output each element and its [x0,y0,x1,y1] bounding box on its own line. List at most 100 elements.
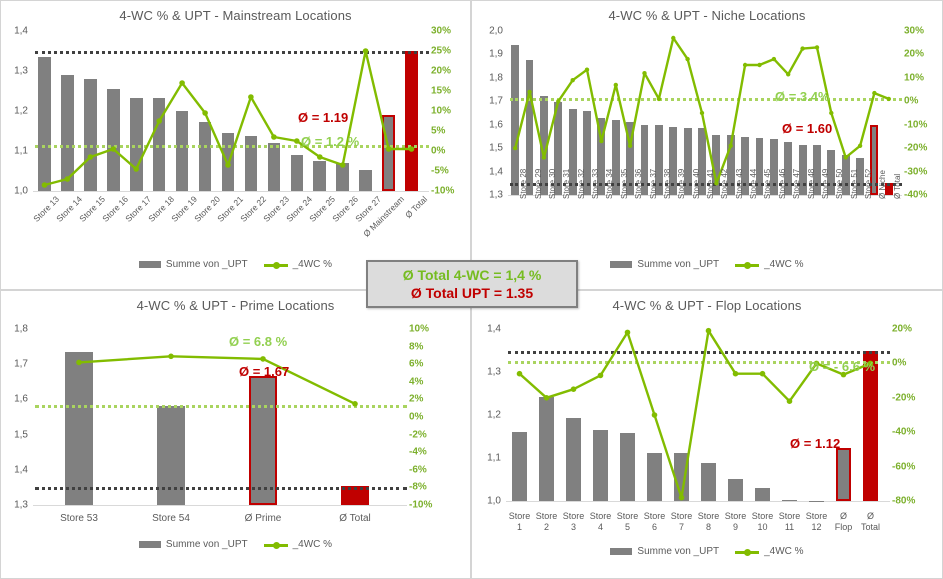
bar-avg-total[interactable] [884,183,893,195]
bar-store-31[interactable] [554,101,563,195]
x-axis-category-label: Store 36 [634,168,644,199]
bar-store-15[interactable] [84,78,97,191]
bar-store-13[interactable] [38,57,51,191]
bar-store-46[interactable] [769,139,778,195]
bar-store-34[interactable] [597,118,606,195]
x-axis-category-label: Store 3 [562,511,585,532]
bar-store-9[interactable] [728,479,743,501]
legend-item-upt[interactable]: Summe von _UPT [610,546,719,557]
bar-store-18[interactable] [152,98,166,191]
bar-store-24[interactable] [290,154,304,191]
bar-store-26[interactable] [336,162,349,191]
bar-avg-flop[interactable] [836,448,851,501]
y-axis-tick-right: 0% [409,411,424,423]
bar-store-40[interactable] [683,127,692,195]
bar-store-8[interactable] [701,462,716,501]
chart-panel-prime[interactable]: 4-WC % & UPT - Prime Locations 1,3 1,4 1,5… [0,290,471,579]
bar-store-12[interactable] [809,501,824,502]
x-axis-category-label: Store 1 [508,511,531,532]
legend-label-upt: Summe von _UPT [637,546,720,557]
bar-store-51[interactable] [841,154,850,195]
x-axis-category-label: Store 31 [562,168,572,199]
chart-panel-flop[interactable]: 4-WC % & UPT - Flop Locations 1,0 1,1 1,2 1… [471,290,943,579]
bar-store-52[interactable] [856,157,864,195]
bar-store-10[interactable] [755,487,770,501]
bar-store-1[interactable] [512,432,527,501]
bar-store-3[interactable] [566,418,581,501]
bar-avg-total[interactable] [405,51,418,191]
y-axis-tick-right: 0% [892,357,907,369]
x-axis-category-label: Store 7 [670,511,693,532]
x-axis-category-label: Store 8 [697,511,720,532]
bar-store-6[interactable] [647,453,662,501]
chart-panel-mainstream[interactable]: 4-WC % & UPT - Mainstream Locations 1,0 1… [0,0,471,290]
bar-avg-niche[interactable] [870,124,879,195]
bar-store-50[interactable] [827,150,836,195]
y-axis-tick-right: 10% [904,72,925,84]
bar-avg-total[interactable] [341,485,369,505]
bar-store-35[interactable] [611,119,620,195]
bar-store-33[interactable] [583,111,591,195]
legend-item-4wc[interactable]: _4WC % [263,539,332,550]
bar-store-27[interactable] [359,170,372,191]
x-axis-category-label: Store 51 [849,168,859,199]
y-axis-tick-right: 15% [431,85,452,97]
bar-store-14[interactable] [61,75,74,191]
legend-label-4wc: _4WC % [292,259,333,270]
bar-store-32[interactable] [568,108,577,195]
y-axis-tick-right: -40% [904,189,928,201]
bar-store-29[interactable] [525,60,534,195]
annotation-upt-avg: Ø = 1.60 [782,121,833,136]
y-axis-tick-right: -80% [892,495,916,507]
bar-store-30[interactable] [539,96,548,195]
bar-store-48[interactable] [798,145,807,195]
legend-item-4wc[interactable]: _4WC % [735,259,804,270]
bar-store-45[interactable] [755,138,764,195]
y-axis-tick-left: 1,3 [489,189,503,201]
legend-item-upt[interactable]: Summe von _UPT [610,259,719,270]
x-axis-category-label: Store 11 [778,511,801,532]
y-axis-tick-left: 1,1 [14,145,28,157]
bar-store-4[interactable] [593,429,608,501]
bar-avg-total[interactable] [863,350,878,501]
legend-item-upt[interactable]: Summe von _UPT [138,259,248,270]
legend-item-4wc[interactable]: _4WC % [735,546,804,557]
bar-store-28[interactable] [511,45,520,195]
bar-store-22[interactable] [244,135,258,191]
line-series-4wc [516,327,874,501]
bar-store-43[interactable] [726,134,735,195]
legend-item-upt[interactable]: Summe von _UPT [138,539,248,550]
bar-avg-prime[interactable] [249,375,277,505]
bar-store-16[interactable] [106,88,120,191]
legend-item-4wc[interactable]: _4WC % [263,259,333,270]
chart-panel-niche[interactable]: 4-WC % & UPT - Niche Locations 1,3 1,4 1,5… [471,0,943,290]
annotation-4wc-avg: Ø = 6.8 % [229,334,288,349]
page-title: 4-WC % & UPT - Flop Locations [612,298,802,313]
bar-store-36[interactable] [626,121,635,195]
bar-store-42[interactable] [712,135,721,195]
x-axis-category-label: Store 52 [864,168,874,199]
bar-store-49[interactable] [813,145,821,195]
bar-store-25[interactable] [313,161,327,191]
bar-store-44[interactable] [741,136,750,195]
bar-store-2[interactable] [539,397,554,501]
bar-store-11[interactable] [782,500,797,502]
bar-store-38[interactable] [654,125,663,195]
x-axis-category-label: Store 43 [734,168,744,199]
bar-store-47[interactable] [784,141,793,195]
bar-store-41[interactable] [698,128,706,195]
bar-store-5[interactable] [620,433,635,501]
x-axis-category-label: Store 49 [820,168,830,199]
bar-store-20[interactable] [198,122,212,191]
x-axis-category-label: Store 37 [648,168,658,199]
bar-store-53[interactable] [65,351,93,505]
bar-store-37[interactable] [640,124,649,195]
y-axis-tick-left: 1,5 [489,142,503,154]
legend-label-upt: Summe von _UPT [637,259,720,270]
y-axis-tick-left: 1,2 [487,409,501,421]
chart-legend: Summe von _UPT _4WC % [472,546,942,557]
annotation-upt-avg: Ø = 1.12 [790,436,841,451]
bar-store-19[interactable] [175,111,189,191]
bar-store-23[interactable] [267,143,281,191]
bar-store-39[interactable] [669,127,678,195]
